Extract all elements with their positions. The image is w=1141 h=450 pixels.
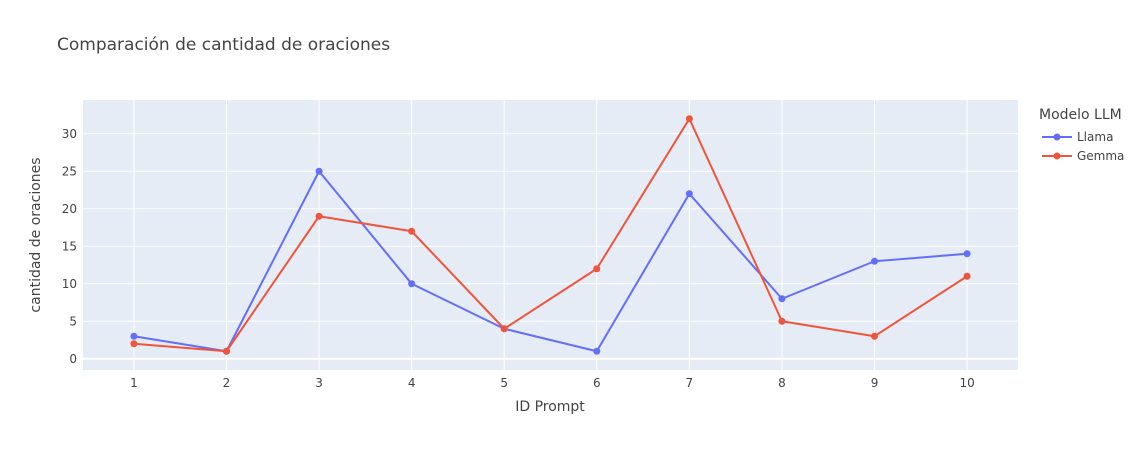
data-point [963, 272, 971, 280]
data-point [871, 257, 879, 265]
data-point [130, 332, 138, 340]
plot-area [83, 100, 1018, 370]
data-point [222, 347, 230, 355]
x-tick-label: 1 [130, 376, 138, 390]
legend-label: Gemma [1077, 149, 1124, 163]
legend-title: Modelo LLM [1039, 107, 1122, 123]
x-tick-label: 9 [871, 376, 879, 390]
data-point [685, 115, 693, 123]
x-axis-title: ID Prompt [515, 399, 585, 415]
data-point [593, 265, 601, 273]
y-tick-labels: 0 5 10 15 20 25 30 [62, 127, 77, 366]
data-point [778, 295, 786, 303]
data-point [315, 212, 323, 220]
x-tick-labels: 1 2 3 4 5 6 7 8 9 10 [130, 376, 975, 390]
y-tick-label: 0 [69, 352, 77, 366]
x-tick-label: 7 [686, 376, 694, 390]
series-llama [130, 167, 971, 355]
gridlines [83, 100, 1018, 370]
y-tick-label: 30 [62, 127, 77, 141]
legend: Modelo LLM Llama Gemma [1039, 107, 1124, 163]
x-tick-label: 2 [223, 376, 231, 390]
legend-label: Llama [1077, 130, 1113, 144]
series-gemma [130, 115, 971, 355]
data-point [685, 190, 693, 198]
data-point [315, 167, 323, 175]
data-point [500, 325, 508, 333]
y-axis-title: cantidad de oraciones [28, 157, 44, 312]
data-point [408, 280, 416, 288]
series-layer [130, 115, 971, 355]
data-point [778, 317, 786, 325]
x-tick-label: 6 [593, 376, 601, 390]
y-tick-label: 10 [62, 277, 77, 291]
x-tick-label: 4 [408, 376, 416, 390]
chart-title: Comparación de cantidad de oraciones [57, 35, 390, 55]
legend-marker-swatch [1053, 133, 1061, 141]
x-tick-label: 5 [500, 376, 508, 390]
y-tick-label: 5 [69, 314, 77, 328]
x-tick-label: 10 [959, 376, 974, 390]
data-point [871, 332, 879, 340]
y-tick-label: 15 [62, 239, 77, 253]
series-line [133, 117, 968, 353]
y-tick-label: 20 [62, 202, 77, 216]
y-tick-label: 25 [62, 164, 77, 178]
data-point [593, 347, 601, 355]
legend-item-gemma[interactable]: Gemma [1042, 149, 1124, 163]
x-tick-label: 3 [315, 376, 323, 390]
x-tick-label: 8 [778, 376, 786, 390]
legend-item-llama[interactable]: Llama [1042, 130, 1113, 144]
series-line [133, 170, 968, 353]
data-point [408, 227, 416, 235]
data-point [130, 340, 138, 348]
legend-marker-swatch [1053, 152, 1061, 160]
data-point [963, 250, 971, 258]
